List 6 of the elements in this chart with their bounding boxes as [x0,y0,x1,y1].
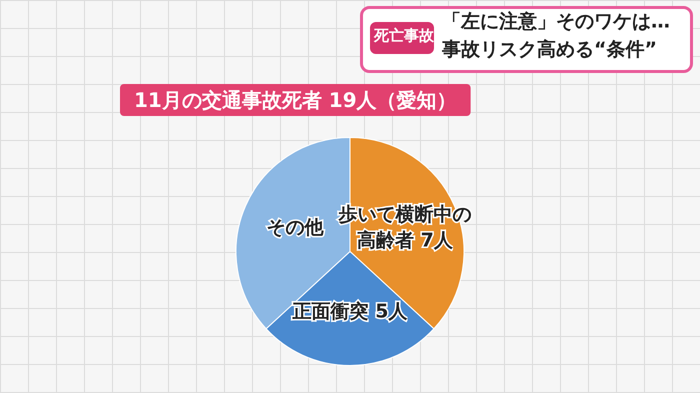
chart-title: 11月の交通事故死者 19人（愛知） [134,88,457,112]
text: 死亡事故 [373,26,435,44]
slice-label: 正面衝突 5人 [292,300,408,323]
text: 事故リスク高める“条件” [441,38,657,60]
slice-label: その他 [266,216,325,238]
text: 「左に注意」そのワケは… [442,10,670,32]
